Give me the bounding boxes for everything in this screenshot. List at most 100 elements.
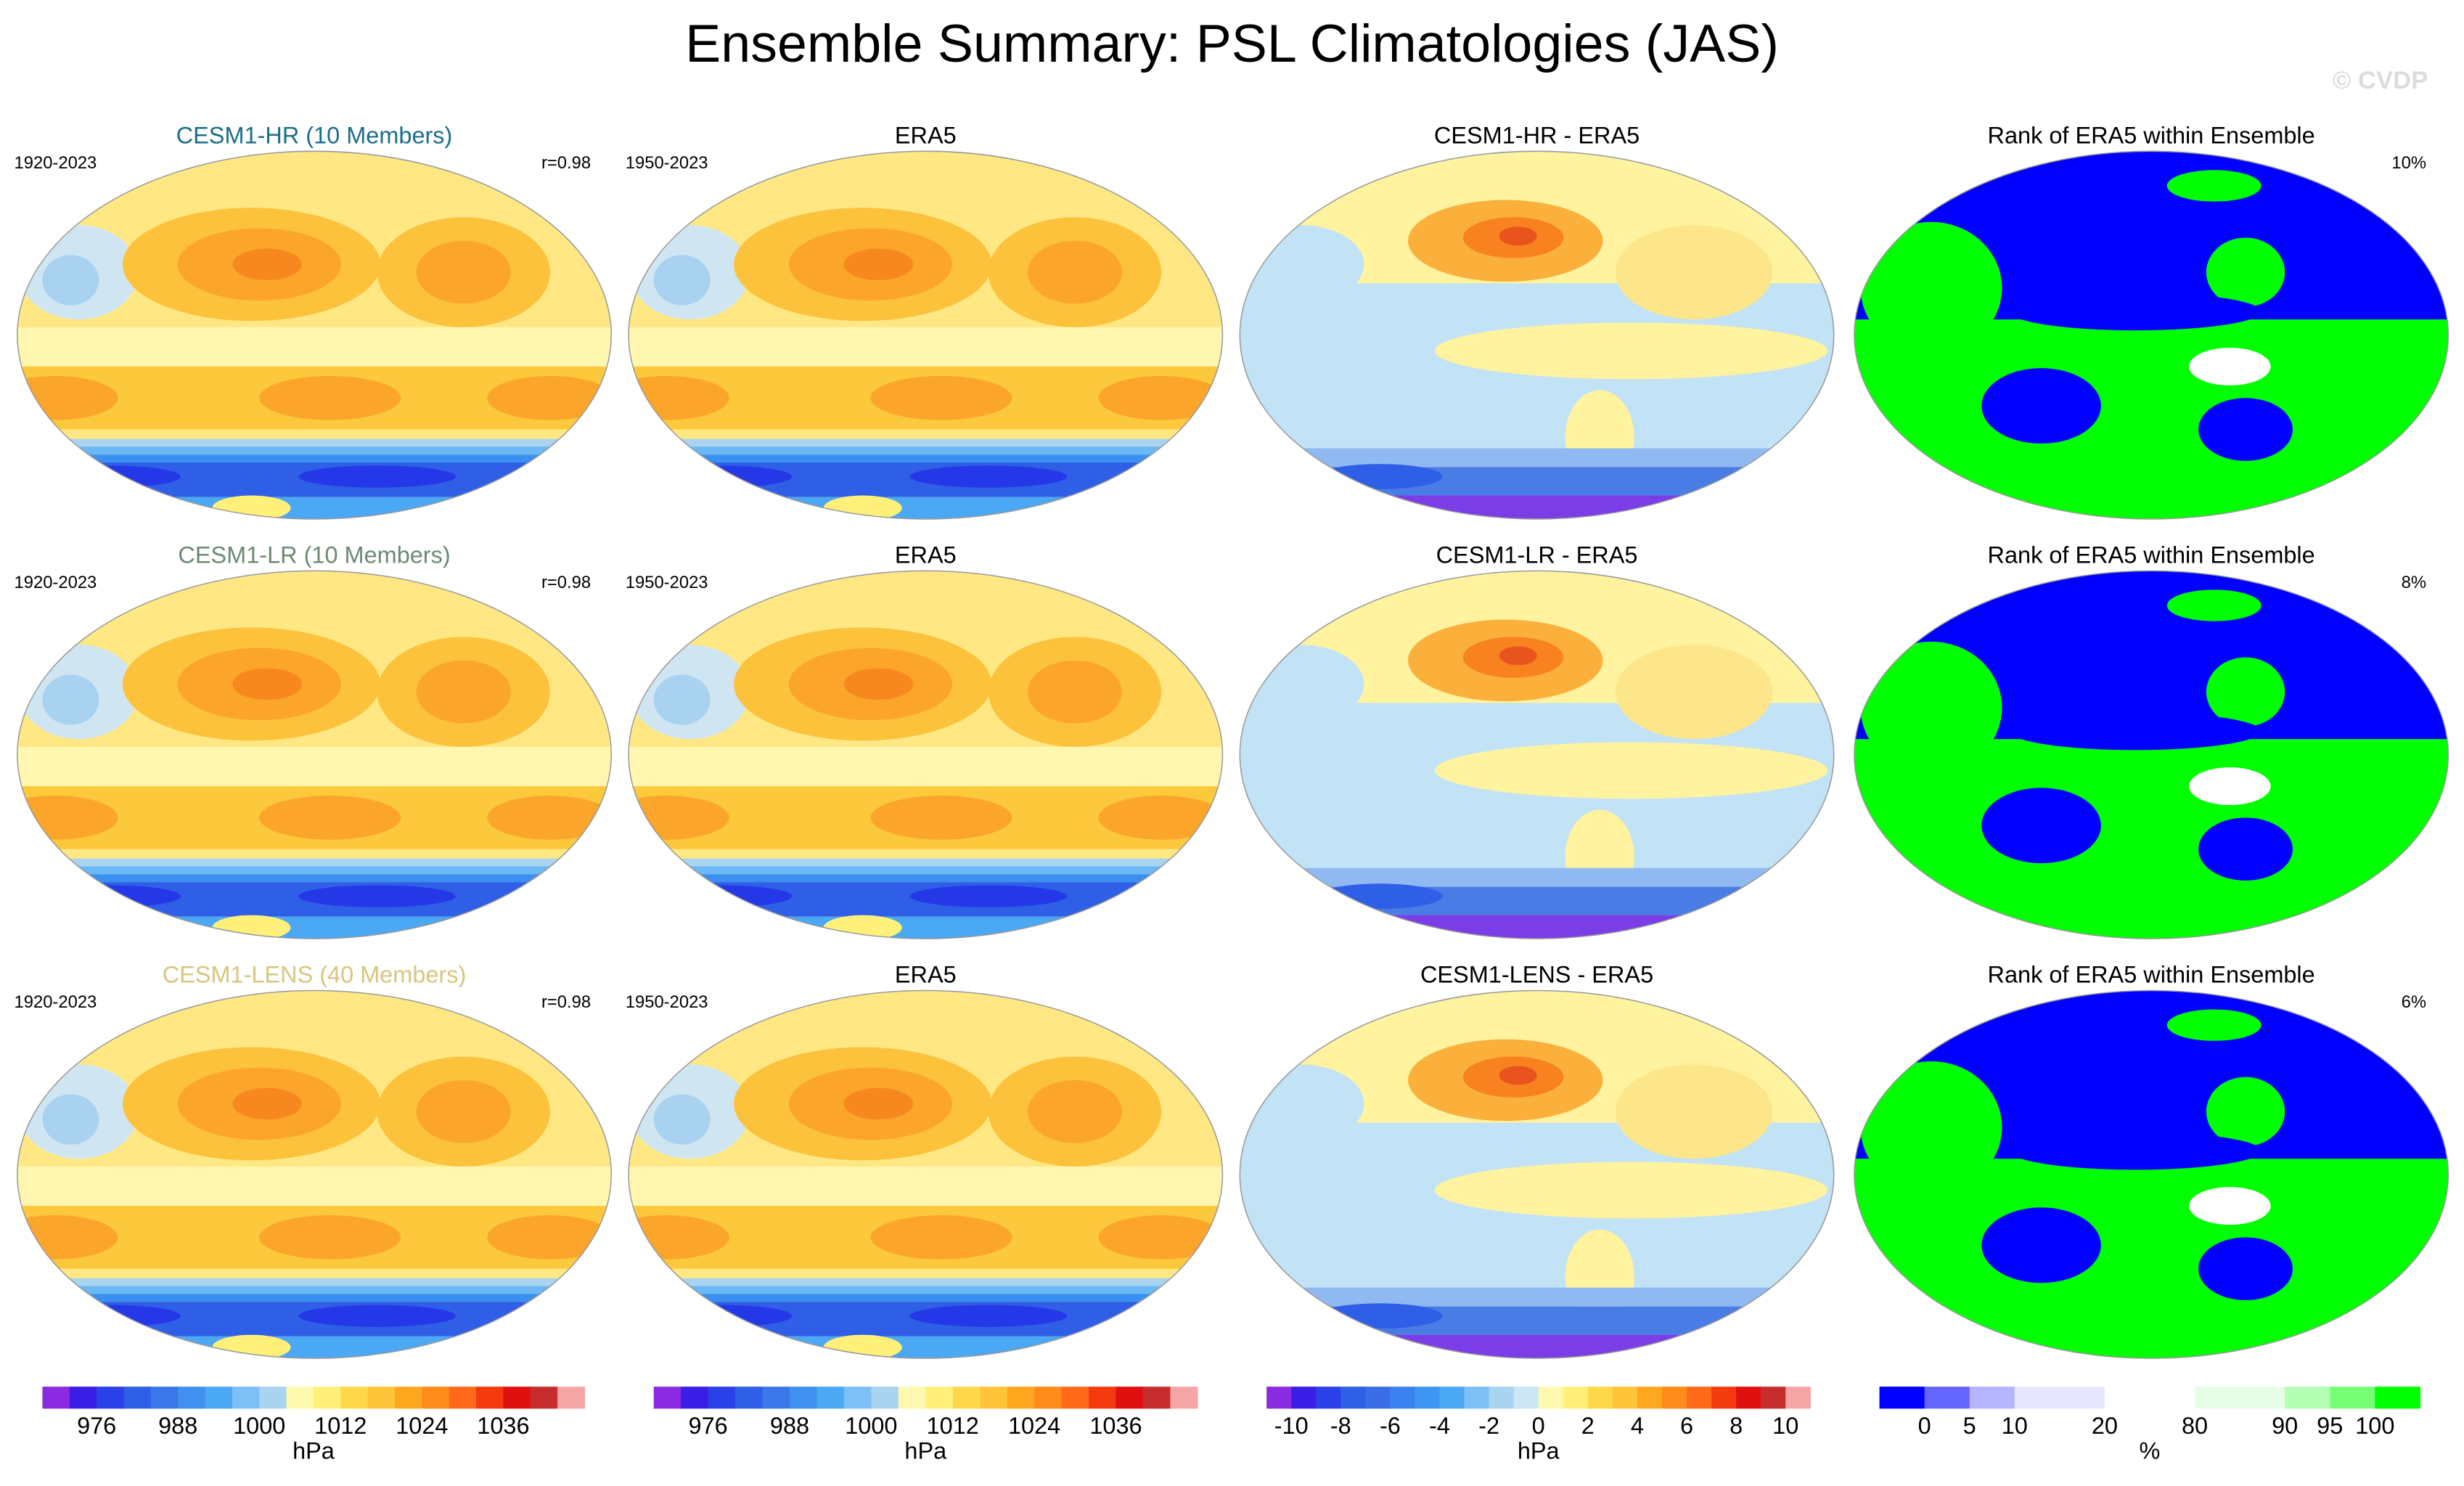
colorbar-box [503,1387,531,1409]
colorbar-box [1969,1387,2015,1409]
colorbar-box [422,1387,450,1409]
panel-title: ERA5 [895,542,957,568]
colorbar-box [1761,1387,1786,1409]
colorbar-label: 4 [1631,1413,1644,1439]
colorbar-box [1034,1387,1063,1409]
colorbar-label: 90 [2272,1413,2298,1439]
colorbar-box [313,1387,341,1409]
colorbar-label: -4 [1429,1413,1450,1439]
colorbar-box [1513,1387,1539,1409]
colorbar-unit: hPa [904,1438,947,1464]
colorbar-box [925,1387,954,1409]
panel-title: CESM1-LENS (40 Members) [163,962,467,988]
period-label: 1920-2023 [14,573,97,592]
colorbar-label: 976 [77,1413,116,1439]
colorbar-box [286,1387,314,1409]
colorbar-box [1061,1387,1089,1409]
colorbar-box [232,1387,260,1409]
colorbar-label: -10 [1274,1413,1309,1439]
panel-title: CESM1-HR (10 Members) [176,122,453,148]
colorbar-box [708,1387,736,1409]
colorbar-box [123,1387,152,1409]
colorbar-box [898,1387,926,1409]
period-label: 1920-2023 [14,153,97,173]
colorbar-label: 10 [1772,1413,1798,1439]
colorbar-box [557,1387,586,1409]
panel-title: CESM1-LENS - ERA5 [1420,962,1653,988]
map [1853,569,2450,940]
panel-title: ERA5 [895,962,957,988]
colorbar-label: 1012 [927,1413,979,1439]
colorbar-box [1266,1387,1292,1409]
colorbar-box [1291,1387,1317,1409]
watermark: © CVDP [2333,67,2428,94]
period-label: 1950-2023 [626,992,708,1012]
colorbar-box [1170,1387,1198,1409]
colorbar-box [871,1387,899,1409]
colorbar-box [1415,1387,1441,1409]
colorbar-label: -8 [1330,1413,1351,1439]
figure-title: Ensemble Summary: PSL Climatologies (JAS… [685,13,1779,73]
period-label: 1950-2023 [626,573,708,592]
colorbar-box [1587,1387,1613,1409]
colorbar-label: 1036 [1089,1413,1142,1439]
map [1853,989,2450,1360]
stat-label: r=0.98 [541,573,591,592]
colorbar-unit: % [2140,1438,2161,1464]
panel-title: CESM1-LR (10 Members) [178,542,450,568]
period-label: 1950-2023 [626,153,708,173]
colorbar-box [790,1387,818,1409]
map [603,569,1224,942]
map [0,150,613,522]
colorbar-label: -6 [1380,1413,1401,1439]
colorbar-box [1612,1387,1638,1409]
colorbar-box [2285,1387,2330,1409]
colorbar-box [1687,1387,1712,1409]
map [0,569,613,942]
colorbar-label: 976 [689,1413,728,1439]
colorbar-label: 2 [1581,1413,1595,1439]
colorbar-label: 8 [1730,1413,1743,1439]
colorbar-label: 1012 [314,1413,367,1439]
colorbar-box [1007,1387,1035,1409]
stat-label: r=0.98 [541,992,591,1012]
colorbar-box [69,1387,97,1409]
colorbar-box [1464,1387,1490,1409]
colorbar-box [843,1387,872,1409]
colorbar-box [42,1387,70,1409]
period-label: 1920-2023 [14,992,97,1012]
colorbar-box [259,1387,287,1409]
colorbar-box [449,1387,477,1409]
colorbar-box [735,1387,764,1409]
colorbar-box [653,1387,682,1409]
map [603,989,1224,1361]
stat-label: 10% [2391,153,2426,173]
colorbar-box [476,1387,504,1409]
colorbar-label: -2 [1478,1413,1499,1439]
colorbar-box [2104,1387,2150,1409]
colorbar-box [2375,1387,2421,1409]
colorbar-box [530,1387,558,1409]
colorbar-box [762,1387,790,1409]
colorbar-box [1661,1387,1687,1409]
colorbar-box [395,1387,422,1409]
colorbar-unit: hPa [292,1438,335,1464]
colorbar-box [1637,1387,1663,1409]
colorbar-box [2330,1387,2375,1409]
colorbar-box [1563,1387,1589,1409]
colorbar-box [1089,1387,1117,1409]
panel-title: Rank of ERA5 within Ensemble [1988,122,2315,148]
colorbar-box [2240,1387,2285,1409]
colorbar-box [2014,1387,2060,1409]
map [1238,989,1835,1361]
colorbar-box [205,1387,233,1409]
stat-label: 6% [2402,992,2426,1012]
colorbar-label: 1024 [396,1413,448,1439]
stat-label: 8% [2402,573,2426,592]
colorbar-label: 5 [1963,1413,1976,1439]
colorbar-label: 10 [2002,1413,2028,1439]
colorbar-label: 20 [2092,1413,2118,1439]
colorbar-box [1538,1387,1564,1409]
colorbar-box [340,1387,369,1409]
